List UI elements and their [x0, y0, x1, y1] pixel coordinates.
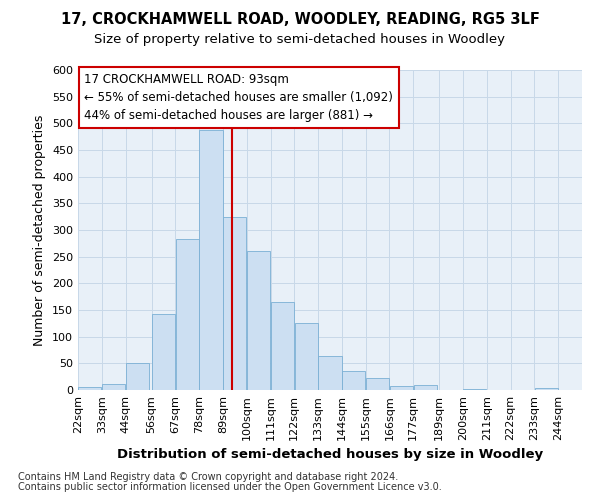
- Text: Contains HM Land Registry data © Crown copyright and database right 2024.: Contains HM Land Registry data © Crown c…: [18, 472, 398, 482]
- Bar: [535, 388, 558, 390]
- Y-axis label: Number of semi-detached properties: Number of semi-detached properties: [34, 114, 46, 346]
- Bar: [223, 216, 247, 390]
- Bar: [390, 386, 413, 390]
- X-axis label: Distribution of semi-detached houses by size in Woodley: Distribution of semi-detached houses by …: [117, 448, 543, 462]
- Bar: [126, 364, 149, 390]
- Bar: [102, 384, 125, 390]
- Bar: [79, 388, 101, 390]
- Bar: [176, 239, 199, 390]
- Text: Size of property relative to semi-detached houses in Woodley: Size of property relative to semi-detach…: [95, 32, 505, 46]
- Bar: [152, 314, 175, 390]
- Text: 17 CROCKHAMWELL ROAD: 93sqm
← 55% of semi-detached houses are smaller (1,092)
44: 17 CROCKHAMWELL ROAD: 93sqm ← 55% of sem…: [85, 72, 394, 122]
- Bar: [342, 372, 365, 390]
- Bar: [271, 302, 294, 390]
- Bar: [295, 324, 318, 390]
- Bar: [199, 130, 223, 390]
- Bar: [247, 252, 270, 390]
- Bar: [366, 378, 389, 390]
- Bar: [413, 384, 437, 390]
- Text: 17, CROCKHAMWELL ROAD, WOODLEY, READING, RG5 3LF: 17, CROCKHAMWELL ROAD, WOODLEY, READING,…: [61, 12, 539, 28]
- Bar: [463, 389, 487, 390]
- Bar: [319, 356, 341, 390]
- Text: Contains public sector information licensed under the Open Government Licence v3: Contains public sector information licen…: [18, 482, 442, 492]
